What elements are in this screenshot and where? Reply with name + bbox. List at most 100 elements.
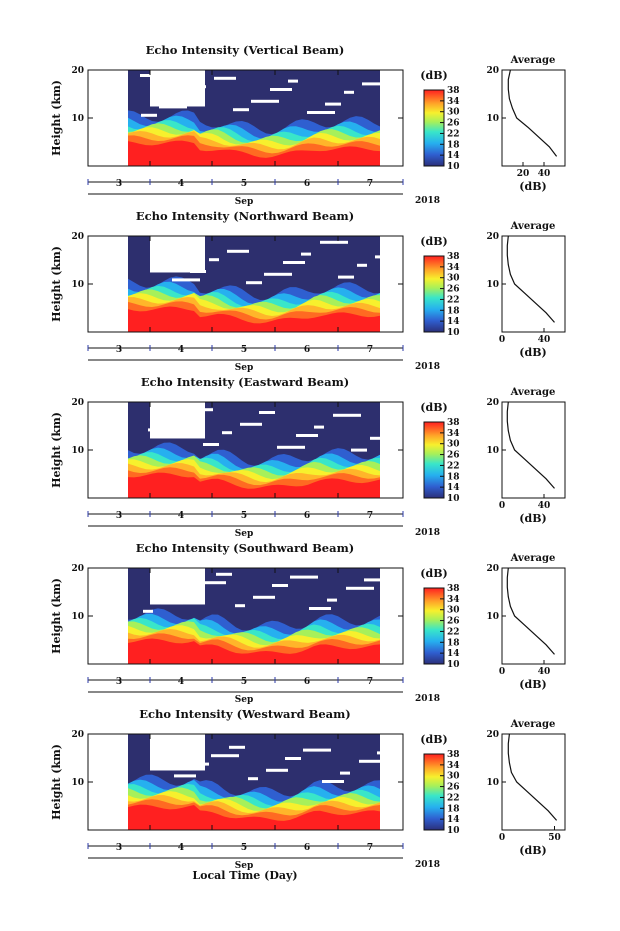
panel-3: Echo Intensity (Eastward Beam) 10 20 Height… <box>50 375 566 539</box>
day-label: 5 <box>241 677 247 687</box>
no-data-speck <box>307 111 335 114</box>
colorbar <box>423 255 445 333</box>
no-data-speck <box>377 751 393 755</box>
avg-x-tick-label: 0 <box>499 335 505 345</box>
day-label: 5 <box>241 179 247 189</box>
no-data-speck <box>277 445 305 449</box>
month-label: Sep <box>235 197 254 207</box>
colorbar <box>423 587 445 665</box>
avg-x-tick-label: 20 <box>517 169 530 179</box>
day-label: 3 <box>116 511 122 521</box>
day-label: 3 <box>116 179 122 189</box>
colorbar-tick-label: 14 <box>447 483 460 493</box>
no-data-speck <box>270 88 292 91</box>
no-data-speck <box>325 102 341 106</box>
avg-y-tick-label: 20 <box>486 66 499 76</box>
y-axis-label: Height (km) <box>50 80 63 156</box>
avg-y-tick-label: 20 <box>486 730 499 740</box>
no-data-speck <box>209 258 219 262</box>
average-frame <box>501 235 566 333</box>
no-data-speck <box>156 739 166 743</box>
avg-y-tick-label: 20 <box>486 398 499 408</box>
no-data-speck <box>362 82 384 86</box>
colorbar-tick-label: 14 <box>447 815 460 825</box>
no-data-speck <box>370 436 380 440</box>
colorbar-tick-label: 30 <box>447 108 460 118</box>
day-label: 6 <box>304 179 310 189</box>
y-tick-label: 20 <box>71 232 84 242</box>
y-tick-label: 20 <box>71 730 84 740</box>
y-tick-label: 10 <box>71 280 84 290</box>
colorbar-tick-label: 34 <box>447 97 460 107</box>
no-data-speck <box>346 586 374 590</box>
avg-x-tick-label: 0 <box>499 667 505 677</box>
no-data-speck <box>272 584 288 587</box>
no-data-speck <box>214 76 236 80</box>
day-label: 5 <box>241 345 247 355</box>
colorbar-tick-label: 38 <box>447 750 460 760</box>
colorbar-tick-label: 34 <box>447 429 460 439</box>
day-label: 4 <box>178 511 184 521</box>
month-label: Sep <box>235 695 254 705</box>
day-label: 5 <box>241 511 247 521</box>
y-axis-label: Height (km) <box>50 744 63 820</box>
no-data-speck <box>364 578 380 582</box>
day-label: 3 <box>116 677 122 687</box>
day-label: 5 <box>241 843 247 853</box>
average-frame <box>501 567 566 665</box>
colorbar <box>423 753 445 831</box>
average-frame <box>501 69 566 167</box>
average-profile-line <box>506 567 555 655</box>
avg-y-tick-label: 10 <box>486 114 499 124</box>
heatmap <box>128 402 380 498</box>
no-data-speck <box>190 270 206 273</box>
average-xlabel: (dB) <box>519 512 546 525</box>
day-label: 4 <box>178 345 184 355</box>
y-tick-label: 10 <box>71 778 84 788</box>
no-data-speck <box>211 754 239 758</box>
no-data-speck <box>177 97 193 100</box>
panel-title: Echo Intensity (Eastward Beam) <box>141 375 349 389</box>
no-data-speck <box>301 252 311 256</box>
echo-layer <box>128 140 380 166</box>
colorbar-tick-label: 30 <box>447 440 460 450</box>
average-xlabel: (dB) <box>519 346 546 359</box>
colorbar-tick-label: 10 <box>447 826 460 836</box>
colorbar <box>423 89 445 167</box>
y-tick-label: 20 <box>71 398 84 408</box>
avg-x-tick-label: 40 <box>538 169 551 179</box>
colorbar-tick-label: 10 <box>447 328 460 338</box>
colorbar-tick-label: 18 <box>447 804 460 814</box>
echo-layer <box>128 472 380 498</box>
colorbar-tick-label: 30 <box>447 274 460 284</box>
day-label: 4 <box>178 843 184 853</box>
no-data-speck <box>233 108 249 112</box>
colorbar-tick-label: 26 <box>447 119 460 129</box>
colorbar-tick-label: 22 <box>447 295 460 305</box>
heatmap <box>128 70 384 166</box>
day-label: 4 <box>178 179 184 189</box>
no-data-region <box>150 568 205 605</box>
no-data-speck <box>251 99 279 103</box>
avg-y-tick-label: 10 <box>486 612 499 622</box>
day-label: 7 <box>367 511 373 521</box>
avg-y-tick-label: 10 <box>486 446 499 456</box>
year-label: 2018 <box>415 362 440 372</box>
no-data-speck <box>153 247 163 250</box>
y-tick-label: 10 <box>71 446 84 456</box>
month-label: Sep <box>235 363 254 373</box>
colorbar-tick-label: 38 <box>447 584 460 594</box>
no-data-speck <box>203 443 219 446</box>
no-data-speck <box>222 431 232 435</box>
no-data-speck <box>288 79 298 83</box>
average-profile-line <box>506 401 555 489</box>
y-axis-label: Height (km) <box>50 246 63 322</box>
month-label: Sep <box>235 529 254 539</box>
echo-layer <box>128 638 380 664</box>
colorbar-unit: (dB) <box>420 567 447 580</box>
no-data-speck <box>192 766 202 769</box>
panel-4: Echo Intensity (Southward Beam) 10 20 Heigh… <box>50 541 566 705</box>
average-frame <box>501 733 566 831</box>
